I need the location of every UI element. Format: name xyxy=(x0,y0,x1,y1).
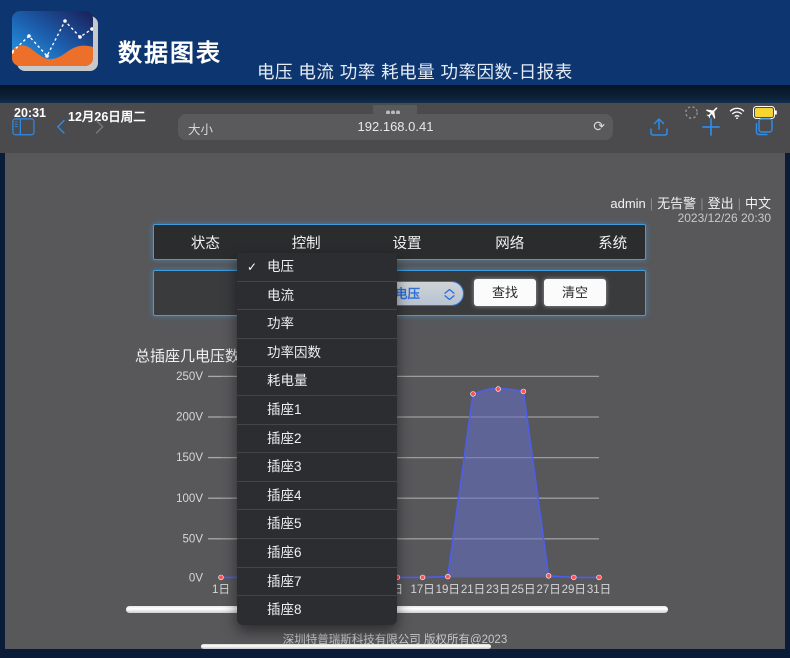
svg-text:100V: 100V xyxy=(176,493,203,505)
svg-text:250V: 250V xyxy=(176,371,203,383)
svg-text:25日: 25日 xyxy=(511,584,535,596)
svg-text:21日: 21日 xyxy=(461,584,485,596)
svg-text:31日: 31日 xyxy=(587,584,611,596)
svg-text:150V: 150V xyxy=(176,452,203,464)
svg-text:1日: 1日 xyxy=(212,584,230,596)
svg-text:29日: 29日 xyxy=(562,584,586,596)
svg-text:50V: 50V xyxy=(183,533,204,545)
svg-text:17日: 17日 xyxy=(410,584,434,596)
svg-text:27日: 27日 xyxy=(536,584,560,596)
svg-text:23日: 23日 xyxy=(486,584,510,596)
svg-text:19日: 19日 xyxy=(436,584,460,596)
svg-text:200V: 200V xyxy=(176,412,203,424)
svg-text:0V: 0V xyxy=(189,573,203,585)
